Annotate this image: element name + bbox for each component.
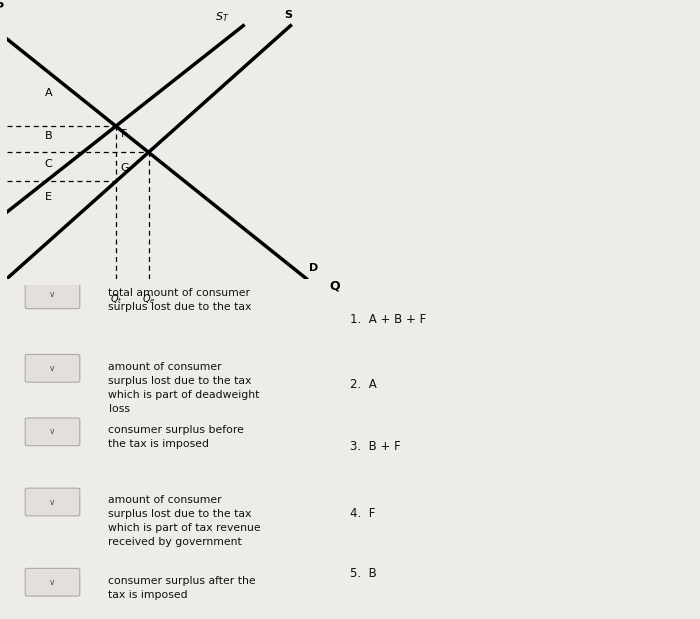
Text: $Q_e$: $Q_e$ [142,292,155,306]
FancyBboxPatch shape [25,418,80,446]
Text: tax is imposed: tax is imposed [108,589,188,600]
Text: v: v [50,364,55,373]
Text: which is part of deadweight: which is part of deadweight [108,390,260,400]
Text: 1.  A + B + F: 1. A + B + F [350,313,426,326]
Text: consumer surplus after the: consumer surplus after the [108,576,256,586]
Text: Q: Q [329,279,340,292]
Text: A: A [45,88,52,98]
Text: consumer surplus before: consumer surplus before [108,425,244,435]
Text: S: S [284,10,292,20]
FancyBboxPatch shape [25,355,80,382]
Text: v: v [50,578,55,587]
Text: loss: loss [108,404,130,413]
Text: 4.  F: 4. F [350,507,375,520]
Text: surplus lost due to the tax: surplus lost due to the tax [108,509,252,519]
Text: amount of consumer: amount of consumer [108,495,222,505]
Text: $Q_t$: $Q_t$ [110,292,122,306]
Text: v: v [50,498,55,506]
FancyBboxPatch shape [25,488,80,516]
Text: F: F [120,129,127,139]
Text: surplus lost due to the tax: surplus lost due to the tax [108,376,252,386]
Text: E: E [45,192,52,202]
Text: B: B [45,131,52,141]
Text: $S_T$: $S_T$ [215,11,229,24]
Text: D: D [309,262,318,272]
Text: surplus lost due to the tax: surplus lost due to the tax [108,302,252,312]
Text: 2.  A: 2. A [350,378,377,391]
Text: amount of consumer: amount of consumer [108,361,222,371]
Text: which is part of tax revenue: which is part of tax revenue [108,524,261,534]
Text: 3.  B + F: 3. B + F [350,440,400,453]
Text: v: v [50,427,55,436]
Text: v: v [50,290,55,299]
Text: the tax is imposed: the tax is imposed [108,439,209,449]
Text: total amount of consumer: total amount of consumer [108,288,251,298]
Text: G: G [120,163,130,173]
FancyBboxPatch shape [25,281,80,309]
Text: received by government: received by government [108,537,242,547]
Text: C: C [45,159,52,169]
Text: P: P [0,1,4,14]
FancyBboxPatch shape [25,568,80,596]
Text: 5.  B: 5. B [350,567,377,580]
